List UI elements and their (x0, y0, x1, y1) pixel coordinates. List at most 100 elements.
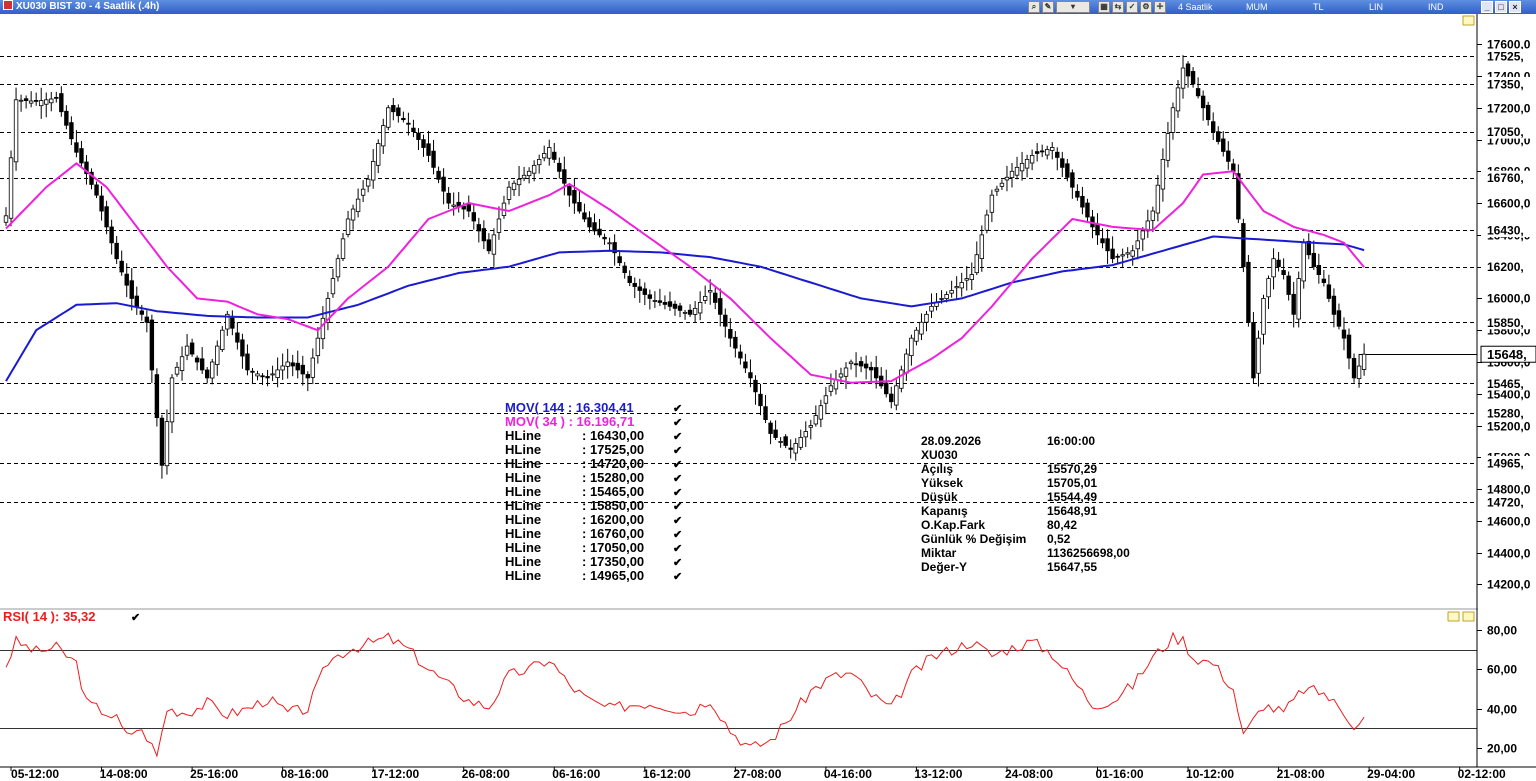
pencil-icon[interactable]: ✎ (1042, 1, 1054, 13)
candle[interactable] (1321, 269, 1327, 287)
candle[interactable] (396, 104, 401, 123)
candle[interactable] (411, 119, 416, 138)
candle[interactable] (69, 116, 74, 146)
candle[interactable] (733, 331, 738, 358)
candle[interactable] (250, 368, 255, 385)
candle[interactable] (335, 254, 341, 282)
candle[interactable] (1150, 206, 1156, 233)
candle[interactable] (124, 263, 129, 298)
hline-legend-value[interactable]: : 15465,00 (582, 484, 644, 499)
candle[interactable] (365, 174, 371, 193)
candle[interactable] (547, 139, 552, 166)
candle[interactable] (552, 142, 557, 163)
candle[interactable] (1266, 275, 1271, 309)
candle[interactable] (1125, 247, 1130, 259)
candle[interactable] (1336, 303, 1342, 330)
hline-legend-label[interactable]: HLine (505, 498, 541, 513)
candle[interactable] (275, 357, 280, 388)
candle[interactable] (1341, 317, 1347, 351)
candle[interactable] (1326, 274, 1332, 303)
candle[interactable] (697, 291, 703, 321)
candle[interactable] (401, 111, 406, 123)
candle[interactable] (672, 300, 678, 316)
hline-check-icon[interactable]: ✔ (673, 543, 682, 555)
hline-legend-label[interactable]: HLine (505, 484, 541, 499)
candle[interactable] (421, 134, 426, 157)
candle[interactable] (531, 160, 537, 182)
candle[interactable] (169, 374, 175, 434)
candle[interactable] (1175, 80, 1181, 118)
candle[interactable] (1135, 229, 1140, 260)
hline-legend-value[interactable]: : 16200,00 (582, 512, 644, 527)
hline-legend-value[interactable]: : 17050,00 (582, 540, 644, 555)
hline-legend-label[interactable]: HLine (505, 456, 541, 471)
candle[interactable] (199, 347, 205, 374)
candle[interactable] (1331, 288, 1337, 328)
candle[interactable] (763, 394, 768, 424)
candle[interactable] (466, 195, 471, 218)
hline-legend-label[interactable]: HLine (505, 512, 541, 527)
candle[interactable] (240, 333, 245, 369)
candle[interactable] (1251, 312, 1256, 384)
rsi-panel-marker-icon[interactable] (1462, 611, 1475, 622)
candle[interactable] (491, 228, 497, 267)
candle[interactable] (59, 86, 64, 117)
hline-legend-value[interactable]: : 16760,00 (582, 526, 644, 541)
hline-legend-label[interactable]: HLine (505, 470, 541, 485)
candle[interactable] (164, 409, 170, 475)
candle[interactable] (818, 399, 824, 428)
grid-icon[interactable]: ▦ (1098, 1, 1110, 13)
candle[interactable] (1050, 142, 1055, 160)
candle[interactable] (355, 188, 361, 218)
candle[interactable] (979, 225, 985, 272)
candle[interactable] (1216, 126, 1221, 145)
candle[interactable] (245, 344, 250, 376)
candle[interactable] (1039, 144, 1045, 158)
candle[interactable] (119, 250, 124, 276)
candle[interactable] (1261, 294, 1266, 345)
mov144-line[interactable] (5, 235, 1365, 382)
candle[interactable] (768, 420, 773, 445)
candle[interactable] (49, 91, 54, 112)
hline-legend-label[interactable]: HLine (505, 540, 541, 555)
candle[interactable] (1306, 233, 1311, 260)
candle[interactable] (1205, 101, 1211, 126)
candle[interactable] (1105, 229, 1110, 264)
candle[interactable] (416, 128, 421, 151)
hline-check-icon[interactable]: ✔ (673, 445, 682, 457)
candle[interactable] (1271, 248, 1276, 290)
candle[interactable] (954, 276, 959, 300)
candle[interactable] (959, 272, 964, 297)
candle[interactable] (1311, 240, 1316, 271)
candle[interactable] (189, 338, 195, 357)
hline-check-icon[interactable]: ✔ (673, 431, 682, 443)
hline-legend-value[interactable]: : 16430,00 (582, 428, 644, 443)
candle[interactable] (3, 207, 9, 226)
candle[interactable] (1045, 145, 1050, 160)
candle[interactable] (627, 270, 632, 287)
candle[interactable] (154, 368, 160, 427)
candle[interactable] (1185, 61, 1191, 88)
candle[interactable] (858, 356, 864, 373)
candle[interactable] (914, 327, 919, 346)
candle[interactable] (436, 166, 441, 184)
candle[interactable] (471, 204, 476, 230)
candle[interactable] (260, 373, 265, 385)
candle[interactable] (114, 236, 119, 265)
candle[interactable] (446, 187, 451, 210)
candle[interactable] (1241, 218, 1246, 273)
candle[interactable] (677, 302, 683, 318)
candle[interactable] (788, 439, 793, 459)
candle[interactable] (1155, 174, 1161, 222)
candle[interactable] (773, 420, 778, 440)
scale-button[interactable]: LIN (1369, 2, 1384, 12)
candle[interactable] (8, 150, 14, 227)
candle[interactable] (557, 157, 562, 179)
candle[interactable] (1256, 330, 1261, 387)
candle[interactable] (1180, 55, 1186, 99)
hline-legend-label[interactable]: HLine (505, 568, 541, 583)
candle[interactable] (1361, 343, 1367, 376)
candle[interactable] (496, 206, 502, 240)
candle[interactable] (516, 166, 522, 197)
candle[interactable] (235, 322, 240, 350)
